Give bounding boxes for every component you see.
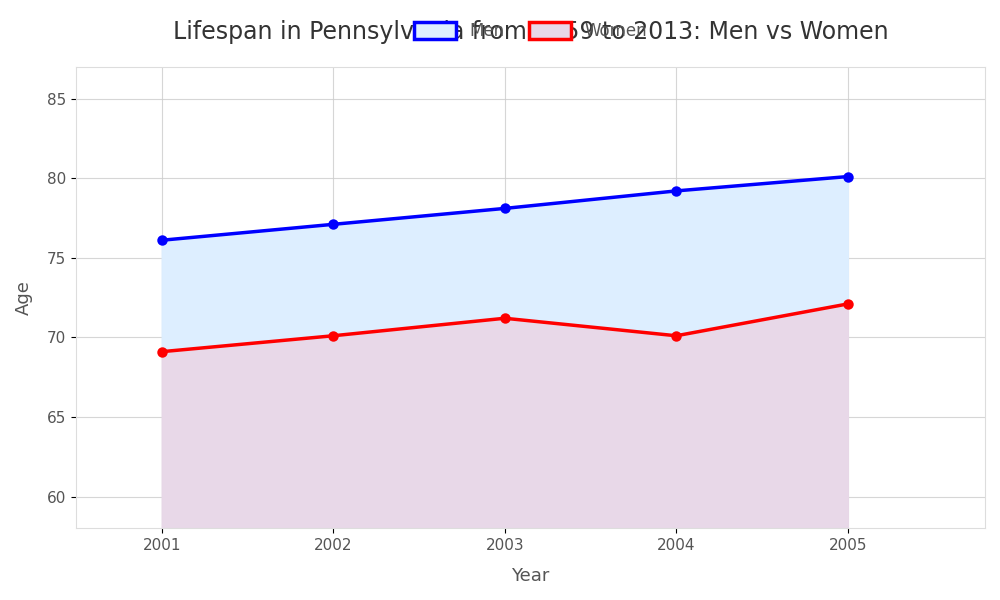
Title: Lifespan in Pennsylvania from 1959 to 2013: Men vs Women: Lifespan in Pennsylvania from 1959 to 20… [173, 20, 888, 44]
X-axis label: Year: Year [511, 567, 550, 585]
Legend: Men, Women: Men, Women [407, 15, 654, 47]
Y-axis label: Age: Age [15, 280, 33, 315]
